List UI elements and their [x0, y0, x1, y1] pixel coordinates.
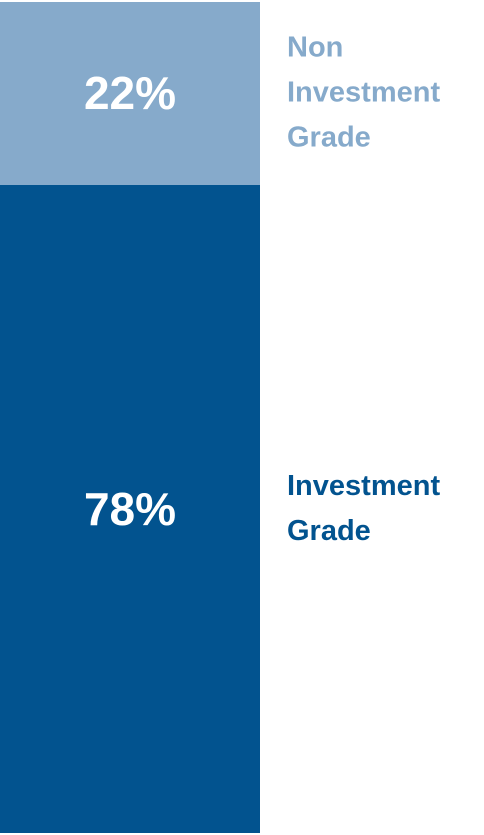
segment-label: Non Investment Grade: [287, 31, 441, 154]
bar-segment: [0, 184, 260, 833]
bar-segment: [0, 2, 260, 185]
segment-label: Investment Grade: [287, 469, 441, 547]
value-label: 78%: [83, 482, 177, 535]
value-label: 22%: [83, 67, 177, 120]
